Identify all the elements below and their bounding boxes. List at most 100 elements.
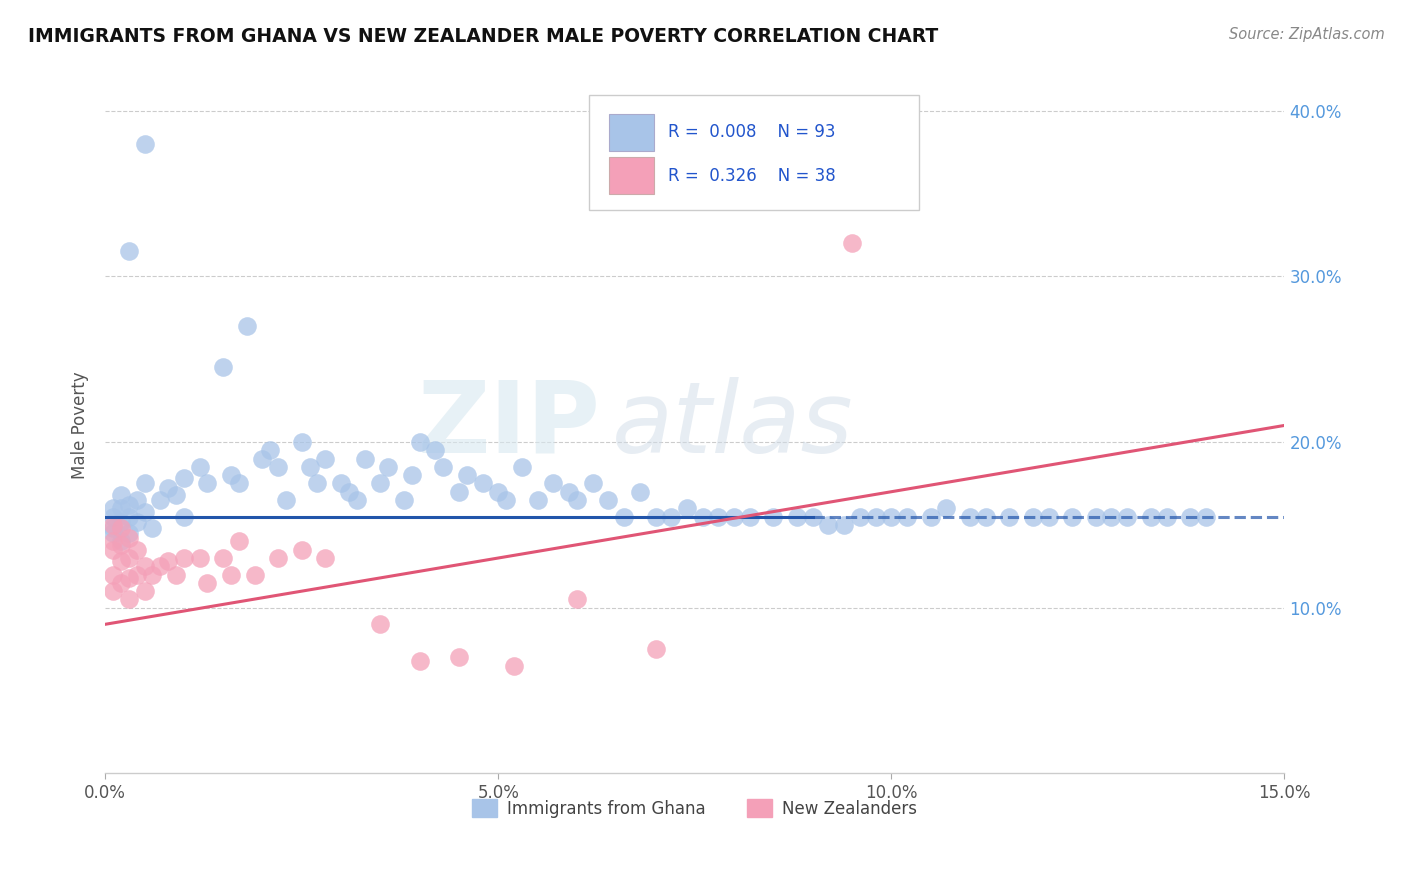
Point [707,509,730,524]
Point [974,509,997,524]
Point [101,584,124,599]
Point [486,484,509,499]
Point [110,488,132,502]
Point [832,517,855,532]
Point [259,443,281,458]
Bar [609,158,654,194]
Point [101,526,124,541]
Point [471,476,494,491]
Point [849,509,872,524]
Point [1022,509,1045,524]
Point [173,551,195,566]
Point [738,509,761,524]
Point [644,509,666,524]
Point [510,459,533,474]
Point [353,451,375,466]
Point [101,567,124,582]
Point [110,521,132,535]
Legend: Immigrants from Ghana, New Zealanders: Immigrants from Ghana, New Zealanders [465,793,924,824]
Point [613,509,636,524]
Point [959,509,981,524]
Point [628,484,651,499]
Point [157,482,180,496]
Point [125,542,148,557]
Point [1084,509,1107,524]
Point [149,493,172,508]
Point [110,534,132,549]
Point [543,476,565,491]
Point [118,244,141,259]
Point [817,517,839,532]
Point [219,567,242,582]
Point [101,521,124,535]
Point [141,567,163,582]
Point [274,493,297,508]
Point [173,509,195,524]
Point [134,559,156,574]
Point [1101,509,1123,524]
Point [118,498,141,512]
Point [676,501,699,516]
Point [1038,509,1060,524]
Point [581,476,603,491]
Point [314,551,336,566]
Point [134,584,156,599]
Point [134,476,156,491]
Point [865,509,887,524]
Point [118,509,141,524]
Point [110,575,132,590]
Point [188,459,211,474]
Bar [609,114,654,151]
Point [134,136,156,151]
Point [118,571,141,585]
Point [314,451,336,466]
Point [346,493,368,508]
Point [188,551,211,566]
Point [408,435,430,450]
Point [228,534,250,549]
Point [377,459,399,474]
Point [370,617,392,632]
Point [125,515,148,529]
Point [267,551,290,566]
Point [110,515,132,529]
Point [1062,509,1084,524]
Text: IMMIGRANTS FROM GHANA VS NEW ZEALANDER MALE POVERTY CORRELATION CHART: IMMIGRANTS FROM GHANA VS NEW ZEALANDER M… [28,27,938,45]
Point [495,493,517,508]
Point [291,542,314,557]
Text: R =  0.008    N = 93: R = 0.008 N = 93 [668,123,835,142]
Point [219,468,242,483]
Point [1156,509,1178,524]
Point [157,554,180,568]
Point [447,484,470,499]
Point [165,488,187,502]
Point [134,505,156,519]
Point [101,501,124,516]
Point [503,658,526,673]
Point [526,493,548,508]
Point [118,551,141,566]
Point [101,509,124,524]
Text: ZIP: ZIP [418,377,600,474]
Point [1139,509,1161,524]
Point [762,509,785,524]
Point [307,476,329,491]
Point [408,654,430,668]
Point [456,468,478,483]
Point [149,559,172,574]
Point [110,501,132,516]
Point [880,509,903,524]
Point [101,542,124,557]
Point [998,509,1021,524]
Point [252,451,274,466]
Point [141,521,163,535]
Point [447,650,470,665]
Y-axis label: Male Poverty: Male Poverty [72,372,89,479]
Point [125,493,148,508]
Point [432,459,454,474]
Point [197,476,219,491]
Point [212,551,235,566]
Point [935,501,957,516]
Point [173,471,195,485]
Point [118,526,141,541]
